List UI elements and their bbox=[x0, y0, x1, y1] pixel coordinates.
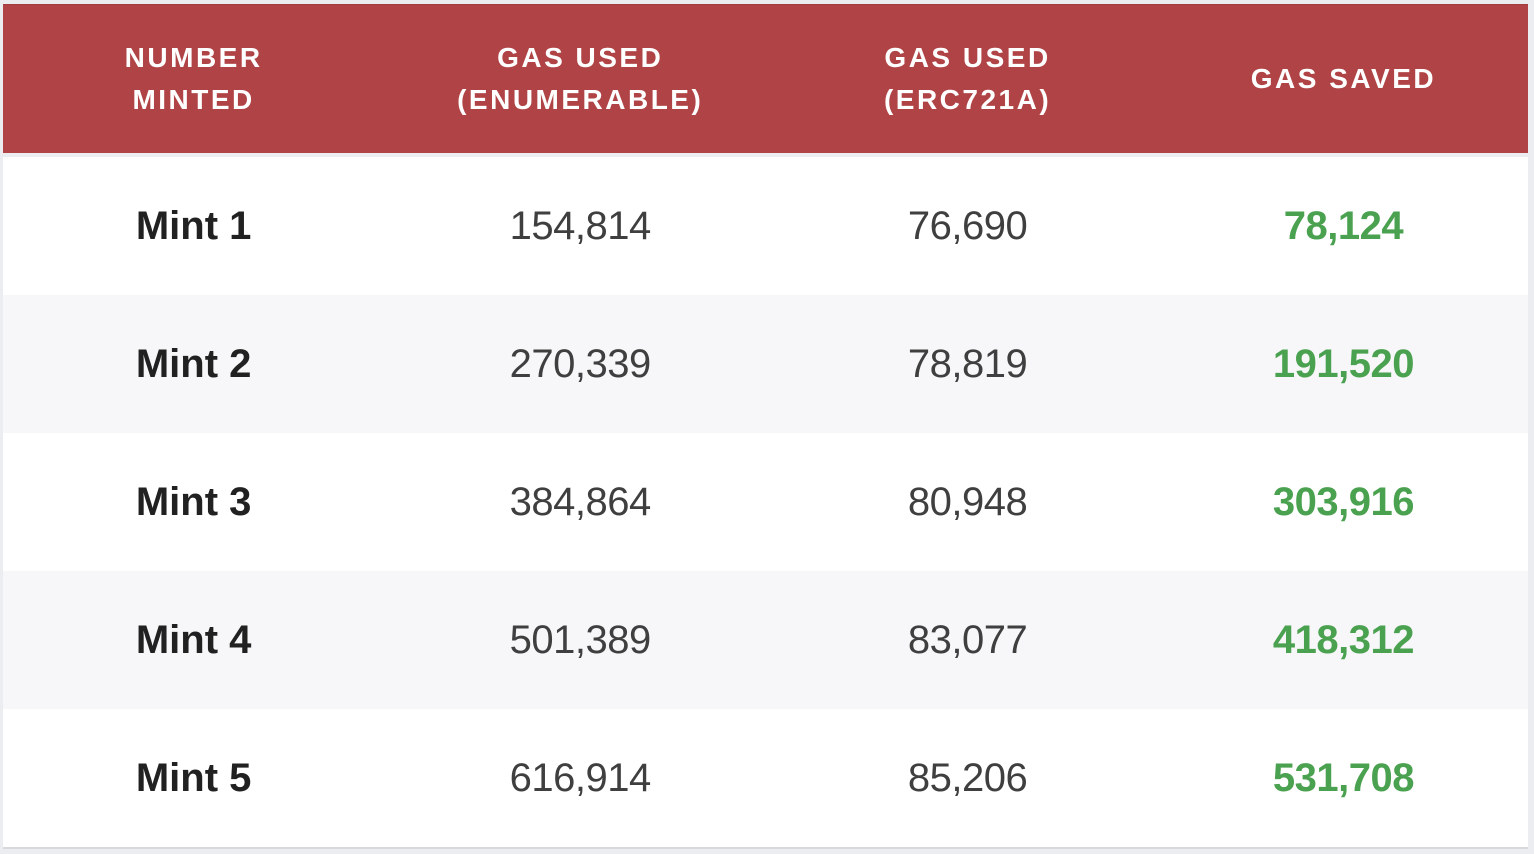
gas-comparison-table: NUMBER MINTED GAS USED (ENUMERABLE) GAS … bbox=[3, 4, 1528, 849]
cell-gas-saved: 78,124 bbox=[1283, 203, 1404, 248]
cell-gas-saved: 418,312 bbox=[1272, 617, 1415, 662]
column-header-line: (ENUMERABLE) bbox=[457, 84, 704, 115]
cell-gas-used-erc721a: 76,690 bbox=[907, 203, 1028, 248]
cell-number-minted: Mint 2 bbox=[135, 341, 252, 386]
table-row: Mint 5 616,914 85,206 531,708 bbox=[3, 709, 1528, 847]
cell-number-minted: Mint 3 bbox=[135, 479, 252, 524]
column-header-line: MINTED bbox=[132, 84, 255, 115]
cell-gas-saved: 303,916 bbox=[1272, 479, 1415, 524]
column-header-line: NUMBER bbox=[124, 42, 263, 73]
column-header-line: GAS SAVED bbox=[1250, 63, 1437, 94]
cell-gas-saved: 531,708 bbox=[1272, 755, 1415, 800]
cell-number-minted: Mint 5 bbox=[135, 755, 252, 800]
column-header-gas-used-enumerable: GAS USED (ENUMERABLE) bbox=[384, 5, 776, 153]
cell-gas-used-enumerable: 501,389 bbox=[509, 617, 652, 662]
table-row: Mint 3 384,864 80,948 303,916 bbox=[3, 433, 1528, 571]
column-header-number-minted: NUMBER MINTED bbox=[3, 5, 384, 153]
table-row: Mint 2 270,339 78,819 191,520 bbox=[3, 295, 1528, 433]
cell-gas-used-erc721a: 85,206 bbox=[907, 755, 1028, 800]
table-body: Mint 1 154,814 76,690 78,124 Mint 2 270,… bbox=[3, 157, 1528, 849]
cell-gas-used-erc721a: 83,077 bbox=[907, 617, 1028, 662]
cell-gas-used-enumerable: 270,339 bbox=[509, 341, 652, 386]
column-header-gas-used-erc721a: GAS USED (ERC721A) bbox=[776, 5, 1159, 153]
cell-number-minted: Mint 1 bbox=[135, 203, 252, 248]
table-row: Mint 1 154,814 76,690 78,124 bbox=[3, 157, 1528, 295]
column-header-line: (ERC721A) bbox=[883, 84, 1052, 115]
cell-gas-used-enumerable: 616,914 bbox=[509, 755, 652, 800]
table-header-row: NUMBER MINTED GAS USED (ENUMERABLE) GAS … bbox=[3, 4, 1528, 153]
table-row: Mint 4 501,389 83,077 418,312 bbox=[3, 571, 1528, 709]
column-header-line: GAS USED bbox=[497, 42, 664, 73]
cell-gas-used-enumerable: 154,814 bbox=[509, 203, 652, 248]
cell-gas-saved: 191,520 bbox=[1272, 341, 1415, 386]
column-header-line: GAS USED bbox=[884, 42, 1051, 73]
cell-gas-used-enumerable: 384,864 bbox=[509, 479, 652, 524]
cell-gas-used-erc721a: 80,948 bbox=[907, 479, 1028, 524]
column-header-gas-saved: GAS SAVED bbox=[1159, 5, 1528, 153]
cell-number-minted: Mint 4 bbox=[135, 617, 252, 662]
cell-gas-used-erc721a: 78,819 bbox=[907, 341, 1028, 386]
